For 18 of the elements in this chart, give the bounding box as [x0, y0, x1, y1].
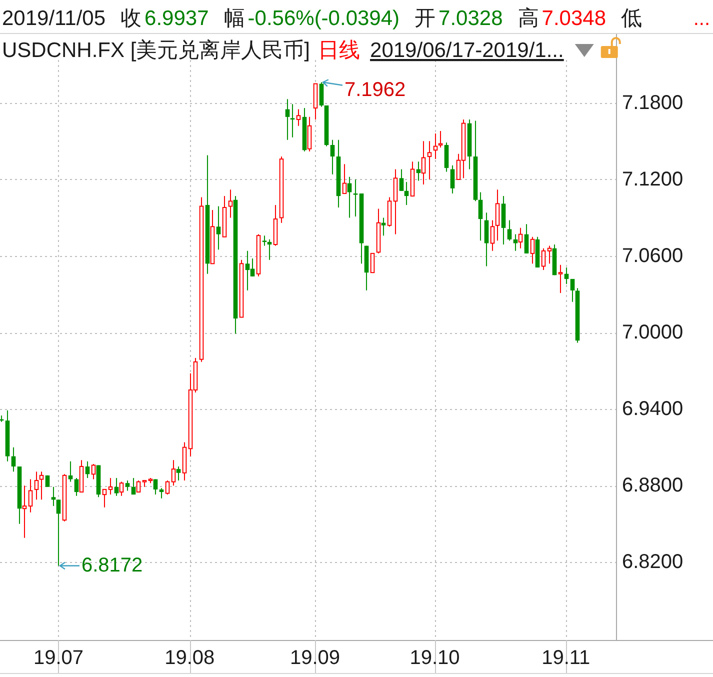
y-tick-label: 6.8800	[622, 474, 684, 497]
title: USDCNH.FX [美元兑离岸人民币]	[2, 39, 310, 62]
quote-row: 2019/11/05 收 6.9937 幅-0.56%(-0.0394) 开 7.0328 高 7.0348 低 ...	[2, 7, 710, 30]
x-tick-label: 19.09	[290, 647, 340, 669]
y-tick-label: 6.9400	[622, 398, 684, 420]
date-range: 2019/06/17-2019/1...	[370, 39, 564, 62]
annotation: 7.1962	[344, 79, 406, 102]
y-tick-label: 6.8200	[622, 551, 684, 574]
y-tick-label: 7.1800	[622, 92, 684, 114]
x-tick-label: 19.11	[542, 647, 590, 669]
y-tick-label: 7.0000	[622, 322, 684, 344]
x-tick-label: 19.10	[410, 647, 460, 669]
x-tick-label: 19.07	[33, 647, 84, 669]
y-tick-label: 7.0600	[622, 244, 684, 267]
x-tick-label: 19.08	[164, 647, 215, 669]
y-tick-label: 7.1200	[622, 168, 684, 190]
subtitle: 日线	[318, 39, 360, 62]
annotation: 6.8172	[82, 554, 143, 577]
